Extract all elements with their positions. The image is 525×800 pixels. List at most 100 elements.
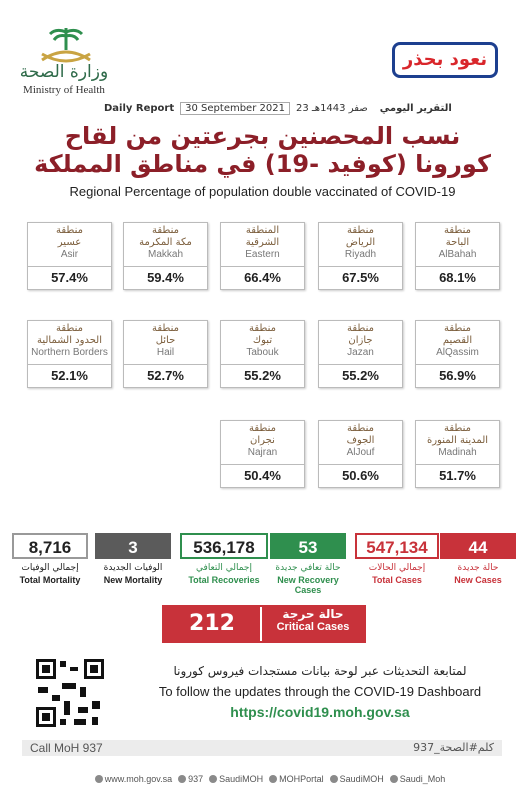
region-label-ar: حائل [155, 335, 176, 346]
link-icon [269, 775, 278, 783]
footer-link[interactable]: SaudiMOH [329, 774, 384, 784]
region-label-ar: منطقة [249, 423, 276, 434]
ministry-en: Ministry of Health [23, 84, 105, 96]
region-percentage: 50.6% [342, 468, 379, 483]
call: Call MoH 937 [30, 741, 103, 755]
region-percentage: 52.7% [147, 368, 184, 383]
critical-box: 212 حالة حرجة Critical Cases [162, 605, 366, 643]
footer-link[interactable]: 937 [178, 774, 203, 784]
region-percentage: 68.1% [439, 270, 476, 285]
footer-link[interactable]: SaudiMOH [209, 774, 263, 784]
region-name: AlQassim [436, 347, 479, 358]
region-name: Eastern [245, 249, 280, 260]
footer-link[interactable]: Saudi_Moh [389, 774, 445, 784]
region-name: Northern Borders [31, 347, 108, 358]
region-label: منطقة الجوف AlJouf [319, 421, 402, 465]
region-label-ar: منطقة [152, 225, 179, 236]
region-card: منطقة عسير Asir 57.4% [27, 222, 112, 290]
footer-link[interactable]: www.moh.gov.sa [94, 774, 172, 784]
critical-label-ar: حالة حرجة [282, 607, 344, 621]
stat-value: 3 [95, 533, 171, 559]
region-percentage: 51.7% [439, 468, 476, 483]
region-name: Riyadh [344, 249, 377, 260]
region-label-ar: مكة المكرمة [139, 237, 192, 248]
stat-label-ar: حالة تعافي جديدة [275, 563, 341, 573]
stat-label-ar: إجمالي التعافي [196, 563, 252, 573]
region-label-ar: منطقة [152, 323, 179, 334]
region-name: AlJouf [346, 447, 375, 458]
region-label-ar: المنطقة [245, 225, 280, 236]
region-percentage: 67.5% [342, 270, 379, 285]
region-label-ar: منطقة [444, 423, 471, 434]
stat-label-ar: الوفيات الجديدة [103, 563, 163, 573]
region-label: منطقة تبوك Tabouk [221, 321, 304, 365]
title-ar-2: كورونا (كوفيد -19) في مناطق المملكة [34, 150, 491, 178]
stat-value: 53 [270, 533, 346, 559]
region-card: المنطقة الشرقية Eastern 66.4% [220, 222, 305, 290]
region-label: منطقة حائل Hail [124, 321, 207, 365]
region-card: منطقة مكة المكرمة Makkah 59.4% [123, 222, 208, 290]
ministry-ar: وزارة الصحة [19, 62, 109, 82]
region-percentage: 56.9% [439, 368, 476, 383]
region-label-ar: منطقة [56, 225, 83, 236]
region-name: Madinah [438, 447, 477, 458]
dashboard-url[interactable]: https://covid19.moh.gov.sa [230, 704, 410, 720]
stat-value: 536,178 [180, 533, 268, 559]
region-card: منطقة المدينة المنورة Madinah 51.7% [415, 420, 500, 488]
region-card: منطقة تبوك Tabouk 55.2% [220, 320, 305, 388]
stat-label-ar: حالة جديدة [457, 563, 499, 573]
follow-ar: لمتابعة التحديثات عبر لوحة بيانات مستجدا… [173, 664, 467, 678]
region-card: منطقة الرياض Riyadh 67.5% [318, 222, 403, 290]
region-label: المنطقة الشرقية Eastern [221, 223, 304, 267]
footer-links: www.moh.gov.sa 937 SaudiMOH MOHPortal SaudiM… [70, 774, 470, 784]
hashtag: كلم#الصحة_937 [413, 741, 494, 754]
region-label-ar: عسير [57, 237, 82, 248]
region-label-ar: منطقة [444, 225, 471, 236]
region-label-ar: المدينة المنورة [426, 435, 489, 446]
link-text: SaudiMOH [339, 774, 384, 784]
region-card: منطقة الباحة AlBahah 68.1% [415, 222, 500, 290]
link-text: MOHPortal [279, 774, 324, 784]
region-card: منطقة نجران Najran 50.4% [220, 420, 305, 488]
region-label: منطقة الباحة AlBahah [416, 223, 499, 267]
region-label: منطقة نجران Najran [221, 421, 304, 465]
title-en: Regional Percentage of population double… [69, 184, 456, 199]
region-label: منطقة القصيم AlQassim [416, 321, 499, 365]
region-card: منطقة الجوف AlJouf 50.6% [318, 420, 403, 488]
stat-value: 44 [440, 533, 516, 559]
moh-logo [41, 28, 91, 63]
stat-label-ar: إجمالي الحالات [368, 563, 426, 573]
region-name: Hail [156, 347, 175, 358]
link-icon [329, 775, 338, 783]
region-label: منطقة الحدود الشمالية Northern Borders [28, 321, 111, 365]
region-percentage: 59.4% [147, 270, 184, 285]
region-label-ar: منطقة [347, 423, 374, 434]
region-label-ar: منطقة [444, 323, 471, 334]
region-label: منطقة الرياض Riyadh [319, 223, 402, 267]
report-label-ar: التقرير اليومي [379, 102, 452, 114]
region-label-ar: الرياض [345, 237, 376, 248]
region-name: AlBahah [438, 249, 477, 260]
report-line: Daily Report 30 September 2021 23 صفر 14… [104, 101, 452, 115]
region-percentage: 55.2% [244, 368, 281, 383]
region-label-ar: منطقة [56, 323, 83, 334]
region-card: منطقة الحدود الشمالية Northern Borders 52.1… [27, 320, 112, 388]
stat-label-en: New Recovery Cases [277, 575, 339, 595]
region-name: Jazan [347, 347, 374, 358]
stat-label-en: New Cases [454, 575, 502, 585]
link-icon [94, 775, 103, 783]
region-card: منطقة جازان Jazan 55.2% [318, 320, 403, 388]
footer-link[interactable]: MOHPortal [269, 774, 324, 784]
region-label-ar: الباحة [445, 237, 470, 248]
link-text: SaudiMOH [219, 774, 264, 784]
stat-value: 547,134 [355, 533, 439, 559]
stat-label-en: New Mortality [103, 575, 163, 585]
region-name: Asir [60, 249, 79, 260]
region-label-ar: منطقة [249, 323, 276, 334]
title-ar-1: نسب المحصنين بجرعتين من لقاح [64, 122, 461, 150]
stat-label-en: Total Recoveries [188, 575, 260, 585]
region-label: منطقة المدينة المنورة Madinah [416, 421, 499, 465]
stat-label-en: Total Cases [372, 575, 422, 585]
stat-value: 8,716 [12, 533, 88, 559]
